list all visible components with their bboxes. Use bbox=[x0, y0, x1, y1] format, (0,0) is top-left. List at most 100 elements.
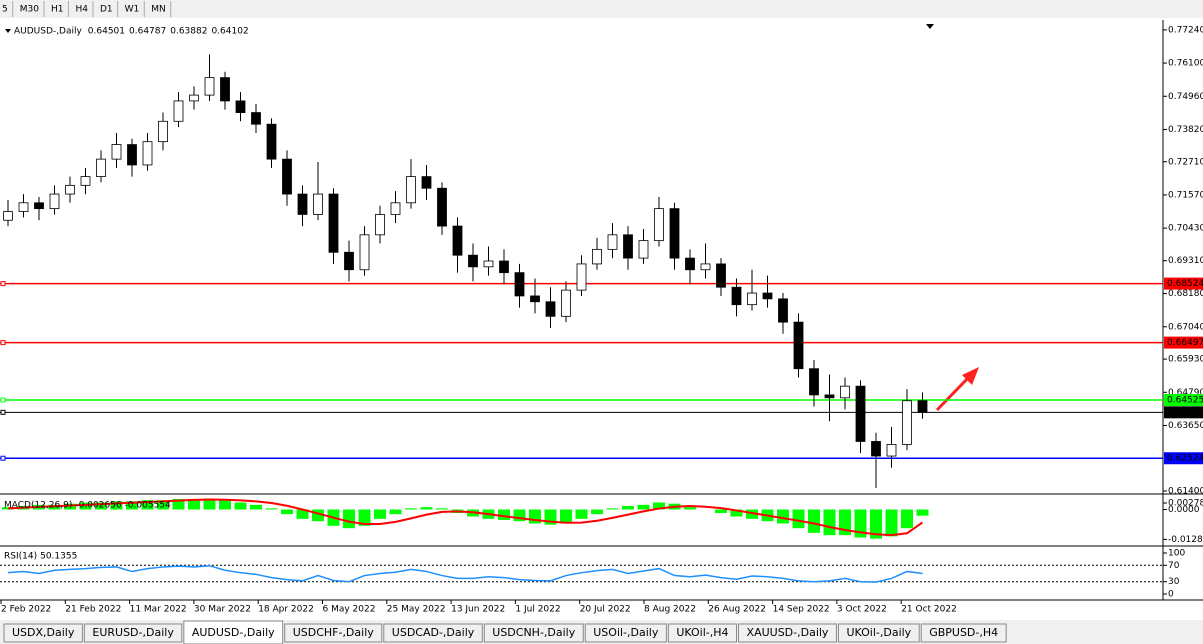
timeframe-button[interactable]: H1 bbox=[51, 5, 64, 15]
candle-body bbox=[762, 292, 773, 300]
macd-bar bbox=[265, 508, 278, 510]
level-label: 0.62524 bbox=[1167, 454, 1203, 464]
tab-label[interactable]: UKOil-,Daily bbox=[846, 626, 911, 639]
macd-bar bbox=[219, 500, 231, 510]
x-tick-label: 2 Feb 2022 bbox=[1, 605, 51, 615]
timeframe-button[interactable]: D1 bbox=[100, 5, 113, 15]
macd-bar bbox=[312, 509, 324, 522]
candle-body bbox=[96, 158, 106, 177]
y-tick-label: 0.64790 bbox=[1168, 388, 1203, 398]
candle-body bbox=[700, 263, 711, 271]
macd-bar bbox=[575, 509, 588, 519]
timeframe-button[interactable]: 5 bbox=[2, 5, 8, 15]
candle-body bbox=[638, 240, 649, 259]
candle-body bbox=[499, 260, 509, 274]
candle-body bbox=[855, 385, 866, 442]
timeframe-button[interactable]: M30 bbox=[20, 5, 39, 15]
tab-label[interactable]: USDCHF-,Daily bbox=[293, 626, 375, 639]
macd-bar bbox=[560, 509, 572, 524]
candle-body bbox=[778, 298, 788, 323]
timeframe-button[interactable]: W1 bbox=[125, 5, 140, 15]
x-tick-label: 3 Oct 2022 bbox=[837, 605, 887, 615]
y-tick-label: 0.70430 bbox=[1168, 224, 1203, 234]
candle-body bbox=[80, 176, 91, 186]
macd-bar bbox=[157, 500, 169, 510]
indicator-value: -0.002656 bbox=[75, 501, 121, 511]
arrow-head bbox=[962, 367, 979, 385]
tab-label[interactable]: USDX,Daily bbox=[12, 626, 75, 639]
tab[interactable] bbox=[83, 623, 183, 643]
y-tick-label: 0.0000 bbox=[1168, 505, 1200, 515]
candle-body bbox=[421, 176, 432, 189]
tab[interactable] bbox=[584, 623, 667, 643]
tab[interactable] bbox=[920, 623, 1007, 643]
rsi-line bbox=[7, 564, 923, 583]
macd-bar bbox=[513, 509, 526, 522]
macd-bar bbox=[808, 509, 820, 533]
tab[interactable] bbox=[483, 623, 584, 643]
x-tick-label: 11 Mar 2022 bbox=[130, 605, 187, 615]
timeframe-button[interactable]: MN bbox=[151, 5, 166, 15]
timeframe-button[interactable]: H4 bbox=[75, 5, 88, 15]
tab-label[interactable]: USOil-,Daily bbox=[593, 626, 659, 639]
macd-bar bbox=[79, 502, 92, 510]
y-tick-label: -0.01282 bbox=[1168, 535, 1203, 545]
candle-body bbox=[530, 295, 540, 303]
macd-bar bbox=[405, 508, 417, 510]
candle-body bbox=[437, 187, 447, 227]
shift-marker bbox=[926, 24, 934, 29]
indicator-name: RSI(14) bbox=[4, 552, 37, 562]
tab-label[interactable]: AUDUSD-,Daily bbox=[192, 626, 275, 639]
ohlc-value: 0.64501 bbox=[88, 27, 125, 37]
candle-body bbox=[483, 260, 494, 268]
level-anchor bbox=[0, 455, 6, 461]
tab-label[interactable]: UKOil-,H4 bbox=[676, 626, 728, 639]
macd-bar bbox=[389, 509, 402, 515]
macd-bar bbox=[637, 504, 650, 510]
y-tick-label: 0.73820 bbox=[1168, 125, 1203, 135]
tab-label[interactable]: EURUSD-,Daily bbox=[92, 626, 174, 639]
macd-bar bbox=[854, 509, 867, 538]
tab-label[interactable]: GBPUSD-,H4 bbox=[929, 626, 998, 639]
macd-bar bbox=[792, 509, 805, 529]
candle-body bbox=[514, 272, 525, 297]
candle-body bbox=[390, 202, 401, 215]
tab[interactable] bbox=[3, 623, 83, 643]
indicator-name: MACD(12,26,9) bbox=[4, 501, 72, 511]
tab[interactable] bbox=[837, 623, 920, 643]
macd-bar bbox=[777, 509, 789, 524]
candle-body bbox=[328, 193, 339, 253]
candle-body bbox=[561, 289, 571, 317]
candle-body bbox=[142, 141, 153, 166]
tab[interactable] bbox=[738, 623, 837, 643]
macd-bar bbox=[141, 500, 154, 510]
candle-body bbox=[468, 254, 478, 268]
macd-bar bbox=[358, 509, 371, 526]
tab[interactable] bbox=[667, 623, 738, 643]
candle-body bbox=[204, 77, 215, 96]
candle-body bbox=[685, 257, 695, 271]
candle-body bbox=[731, 286, 742, 306]
x-tick-label: 30 Mar 2022 bbox=[194, 605, 251, 615]
candle-body bbox=[297, 193, 308, 215]
candle-body bbox=[406, 176, 416, 204]
candle-body bbox=[654, 208, 664, 242]
macd-signal bbox=[7, 498, 924, 537]
y-tick-label: 0.67040 bbox=[1168, 322, 1203, 332]
tab[interactable] bbox=[383, 623, 483, 643]
macd-bar bbox=[188, 499, 200, 510]
tab-label[interactable]: USDCAD-,Daily bbox=[392, 626, 475, 639]
level-label: 0.64525 bbox=[1167, 396, 1203, 406]
candle-body bbox=[127, 144, 137, 166]
tab[interactable] bbox=[183, 620, 284, 644]
tab-label[interactable]: USDCNH-,Daily bbox=[492, 626, 575, 639]
candle-body bbox=[623, 234, 633, 259]
tab[interactable] bbox=[284, 623, 383, 643]
symbol-title: AUDUSD-,Daily bbox=[14, 27, 82, 37]
level-anchor bbox=[0, 409, 6, 415]
candle-body bbox=[158, 120, 168, 143]
y-tick-label: 0 bbox=[1168, 590, 1174, 600]
candle-body bbox=[452, 225, 463, 256]
tab-label[interactable]: XAUUSD-,Daily bbox=[747, 626, 829, 639]
